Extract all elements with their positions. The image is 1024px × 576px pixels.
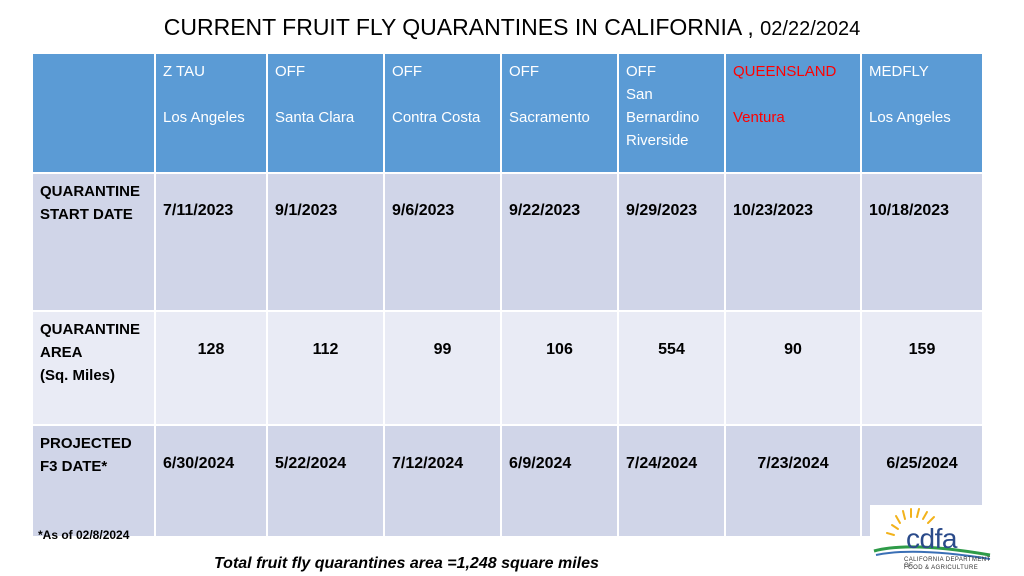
county-line: Sacramento bbox=[509, 109, 590, 126]
cell-value: 112 bbox=[312, 341, 339, 358]
fly-type: OFF bbox=[509, 63, 539, 80]
quarantine-table: Z TAU Los Angeles OFF Santa Clara OFF Co… bbox=[31, 52, 984, 538]
table-cell: 6/9/2024 bbox=[500, 424, 619, 538]
cell-value: 7/11/2023 bbox=[163, 202, 234, 219]
column-header: MEDFLY Los Angeles bbox=[860, 52, 984, 174]
row-label: PROJECTED F3 DATE* bbox=[31, 424, 156, 538]
table-cell: 159 bbox=[860, 310, 984, 426]
cell-value: 9/1/2023 bbox=[275, 202, 338, 219]
county-line bbox=[163, 83, 259, 106]
column-header: OFF Sacramento bbox=[500, 52, 619, 174]
row-label-line: QUARANTINE bbox=[40, 183, 140, 200]
cell-value: 7/24/2024 bbox=[626, 455, 698, 472]
cell-value: 6/9/2024 bbox=[509, 455, 572, 472]
table-cell: 6/30/2024 bbox=[154, 424, 268, 538]
footnote: *As of 02/8/2024 bbox=[38, 528, 130, 542]
fly-type: OFF bbox=[275, 63, 305, 80]
cell-value: 7/12/2024 bbox=[392, 455, 464, 472]
cell-value: 159 bbox=[908, 341, 936, 358]
column-header: Z TAU Los Angeles bbox=[154, 52, 268, 174]
county-line: Los Angeles bbox=[869, 109, 951, 126]
cell-value: 128 bbox=[197, 341, 225, 358]
cell-value: 90 bbox=[784, 341, 802, 358]
county-line: Contra Costa bbox=[392, 109, 481, 126]
title-date: 02/22/2024 bbox=[760, 18, 861, 40]
column-header: OFF San Bernardino Riverside bbox=[617, 52, 726, 174]
county-line: Santa Clara bbox=[275, 109, 355, 126]
table-cell: 9/6/2023 bbox=[383, 172, 502, 312]
county-line bbox=[275, 83, 376, 106]
table-cell: 10/18/2023 bbox=[860, 172, 984, 312]
county-line: Ventura bbox=[733, 109, 785, 126]
row-label: QUARANTINE AREA (Sq. Miles) bbox=[31, 310, 156, 426]
row-label-line: START DATE bbox=[40, 206, 133, 223]
fly-type: OFF bbox=[392, 63, 422, 80]
row-label: QUARANTINE START DATE bbox=[31, 172, 156, 312]
cell-value: 554 bbox=[658, 341, 685, 358]
fly-type: QUEENSLAND bbox=[733, 63, 837, 80]
county-line: Bernardino bbox=[626, 109, 700, 126]
table-cell: 554 bbox=[617, 310, 726, 426]
header-row: Z TAU Los Angeles OFF Santa Clara OFF Co… bbox=[31, 52, 984, 174]
cell-value: 5/22/2024 bbox=[275, 455, 347, 472]
row-label-line: F3 DATE* bbox=[40, 458, 108, 475]
table-cell: 112 bbox=[266, 310, 385, 426]
total-area-text: Total fruit fly quarantines area =1,248 … bbox=[214, 555, 599, 572]
county-line: Riverside bbox=[626, 132, 689, 149]
column-header: OFF Santa Clara bbox=[266, 52, 385, 174]
fly-type: MEDFLY bbox=[869, 63, 929, 80]
table-cell: 10/23/2023 bbox=[724, 172, 862, 312]
row-label-line: AREA bbox=[40, 344, 83, 361]
table-cell: 5/22/2024 bbox=[266, 424, 385, 538]
county-line bbox=[392, 83, 493, 106]
cell-value: 10/18/2023 bbox=[869, 202, 950, 219]
table-cell: 9/1/2023 bbox=[266, 172, 385, 312]
cdfa-logo: cdfa CALIFORNIA DEPARTMENT OF FOOD & AGR… bbox=[870, 505, 992, 575]
county-line bbox=[509, 83, 610, 106]
row-label-line: (Sq. Miles) bbox=[40, 367, 116, 384]
table-cell: 106 bbox=[500, 310, 619, 426]
cell-value: 9/29/2023 bbox=[626, 202, 698, 219]
fly-type: OFF bbox=[626, 63, 656, 80]
table-cell: 7/24/2024 bbox=[617, 424, 726, 538]
table-row: QUARANTINE AREA (Sq. Miles) 128 112 99 1… bbox=[31, 310, 984, 426]
table-cell: 7/23/2024 bbox=[724, 424, 862, 538]
fly-type: Z TAU bbox=[163, 63, 205, 80]
title-separator: , bbox=[740, 14, 761, 40]
page-title: CURRENT FRUIT FLY QUARANTINES IN CALIFOR… bbox=[0, 14, 1024, 41]
cell-value: 6/30/2024 bbox=[163, 455, 235, 472]
county-line bbox=[733, 83, 853, 106]
column-header: OFF Contra Costa bbox=[383, 52, 502, 174]
cell-value: 9/6/2023 bbox=[392, 202, 455, 219]
logo-subtitle: FOOD & AGRICULTURE bbox=[904, 565, 979, 571]
cell-value: 106 bbox=[546, 341, 573, 358]
table-cell: 90 bbox=[724, 310, 862, 426]
title-text: CURRENT FRUIT FLY QUARANTINES IN CALIFOR… bbox=[163, 14, 741, 40]
cell-value: 7/23/2024 bbox=[757, 455, 829, 472]
county-line: Los Angeles bbox=[163, 109, 245, 126]
cell-value: 10/23/2023 bbox=[733, 202, 814, 219]
cell-value: 6/25/2024 bbox=[886, 455, 958, 472]
corner-cell bbox=[31, 52, 156, 174]
table-row: QUARANTINE START DATE 7/11/2023 9/1/2023… bbox=[31, 172, 984, 312]
cell-value: 99 bbox=[433, 341, 452, 358]
county-line: San bbox=[626, 86, 653, 103]
table-row: PROJECTED F3 DATE* 6/30/2024 5/22/2024 7… bbox=[31, 424, 984, 538]
table-cell: 7/11/2023 bbox=[154, 172, 268, 312]
table-cell: 128 bbox=[154, 310, 268, 426]
table-cell: 9/29/2023 bbox=[617, 172, 726, 312]
cell-value: 9/22/2023 bbox=[509, 202, 581, 219]
sun-icon bbox=[873, 508, 991, 560]
table-cell: 9/22/2023 bbox=[500, 172, 619, 312]
row-label-line: PROJECTED bbox=[40, 435, 132, 452]
table-cell: 7/12/2024 bbox=[383, 424, 502, 538]
logo-subtitle: CALIFORNIA DEPARTMENT OF bbox=[904, 557, 991, 569]
row-label-line: QUARANTINE bbox=[40, 321, 140, 338]
table-cell: 99 bbox=[383, 310, 502, 426]
logo-text: cdfa bbox=[906, 523, 957, 554]
column-header: QUEENSLAND Ventura bbox=[724, 52, 862, 174]
county-line bbox=[869, 83, 975, 106]
